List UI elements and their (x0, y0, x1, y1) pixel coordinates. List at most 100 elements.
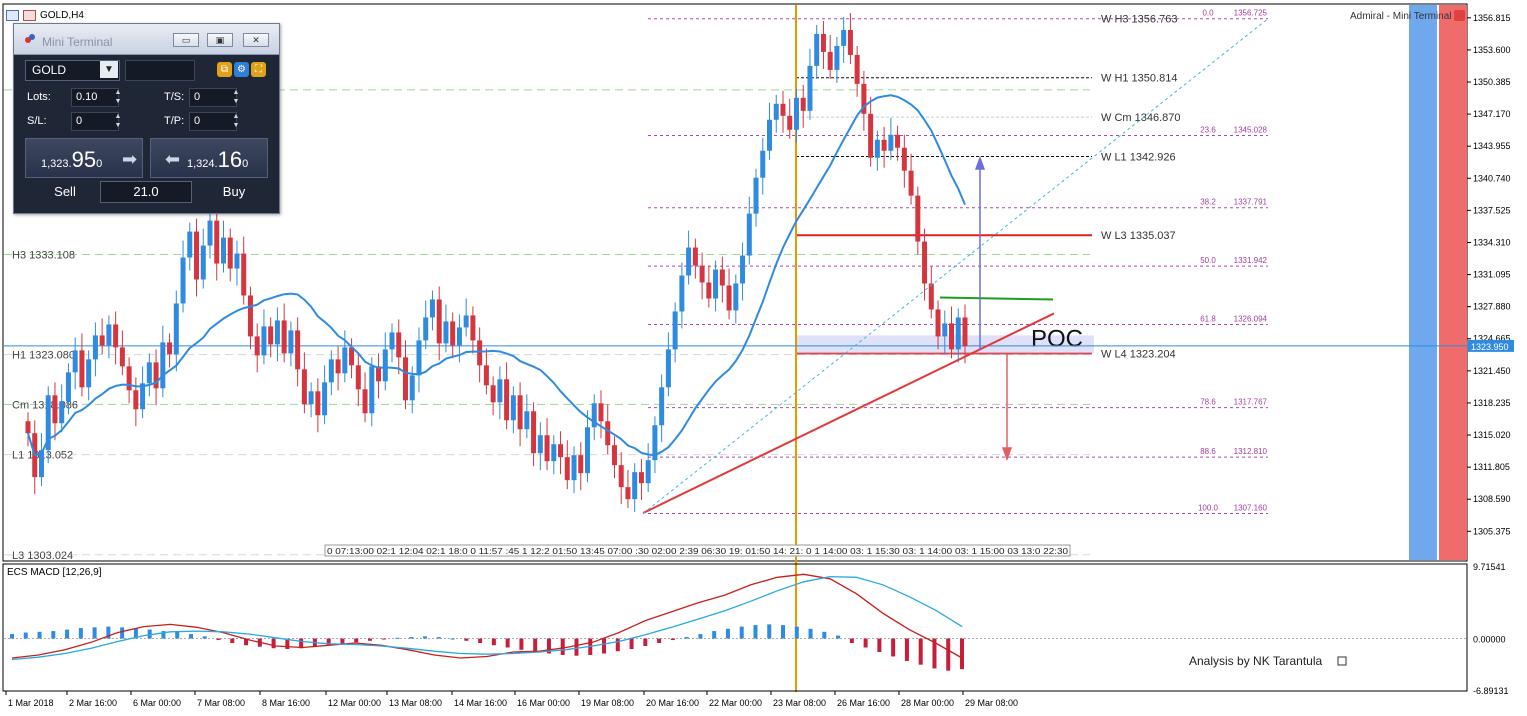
x-tick-label: 7 Mar 08:00 (197, 698, 245, 708)
close-button[interactable]: ✕ (243, 33, 269, 47)
tp-stepper[interactable]: ▲ ▼ (232, 113, 240, 129)
mini-terminal[interactable]: Mini Terminal ▭ ▣ ✕ GOLD ▼ ⧉ ⚙ ⛶ Lots: 0… (13, 23, 280, 214)
candle-body (362, 389, 368, 414)
candle-body (463, 315, 469, 328)
candle-body (52, 395, 58, 424)
candle-body (962, 317, 968, 347)
candle-body (847, 29, 853, 55)
candle-body (382, 349, 388, 382)
minimize-button[interactable]: ▭ (173, 33, 199, 47)
x-tick-label: 23 Mar 08:00 (773, 698, 826, 708)
candle-body (942, 323, 948, 337)
macd-histogram-bar (478, 638, 483, 644)
candle-body (342, 347, 348, 374)
weekly-level-label: W L3 1335.037 (1101, 230, 1176, 242)
gear-icon[interactable]: ⚙ (234, 62, 249, 77)
candle-body (295, 330, 301, 370)
macd-y-label: 9.71541 (1473, 562, 1506, 572)
fib-ratio: 50.0 (1200, 256, 1216, 265)
candle-body (524, 411, 530, 430)
candle-body (99, 335, 105, 346)
sell-price: 1,323.950 (41, 147, 103, 172)
macd-histogram-bar (946, 638, 951, 671)
candle-body (281, 320, 287, 354)
candle-body (140, 383, 146, 410)
macd-histogram-bar (560, 638, 565, 655)
fib-price: 1326.094 (1234, 314, 1268, 323)
expand-icon[interactable]: ⛶ (251, 62, 266, 77)
candle-body (402, 357, 408, 401)
candle-body (396, 332, 402, 358)
candle-body (611, 445, 617, 466)
macd-histogram-bar (877, 638, 882, 652)
candle-body (713, 269, 719, 299)
chart-window-icon[interactable] (6, 9, 19, 21)
sell-button[interactable]: Sell (54, 184, 76, 199)
macd-histogram-bar (794, 626, 799, 639)
candle-body (901, 147, 907, 171)
lots-input[interactable]: 0.10 (71, 88, 119, 107)
x-tick-label: 6 Mar 00:00 (133, 698, 181, 708)
candle-body (746, 213, 752, 256)
candle-body (551, 444, 557, 462)
fib-price: 1337.791 (1234, 198, 1268, 207)
y-tick-label: 1321.450 (1473, 366, 1511, 376)
macd-histogram-bar (230, 638, 235, 644)
copy-icon[interactable]: ⧉ (217, 62, 232, 77)
symbol-select[interactable]: GOLD (25, 60, 120, 81)
y-tick-label: 1356.815 (1473, 13, 1511, 23)
macd-histogram-bar (739, 626, 744, 639)
y-tick-label: 1311.805 (1473, 462, 1510, 472)
x-tick-label: 2 Mar 16:00 (69, 698, 117, 708)
sell-price-button[interactable]: 1,323.950 ➡ (25, 138, 143, 178)
candle-body (598, 403, 604, 422)
poc-label: POC (1031, 325, 1083, 352)
tp-input[interactable]: 0 (189, 112, 237, 131)
y-tick-label: 1353.600 (1473, 45, 1511, 55)
macd-histogram-bar (299, 638, 304, 649)
macd-histogram-bar (602, 638, 607, 654)
moving-average-line (27, 94, 966, 457)
chart-symbol-icon[interactable] (23, 9, 36, 21)
candle-body (409, 375, 415, 401)
macd-histogram-bar (753, 625, 758, 639)
fib-ratio: 78.6 (1200, 398, 1216, 407)
sl-input[interactable]: 0 (71, 112, 119, 131)
candle-body (820, 33, 826, 52)
lots-stepper[interactable]: ▲ ▼ (114, 89, 122, 105)
buy-price-button[interactable]: ⬅ 1,324.160 (150, 138, 268, 178)
macd-histogram-bar (326, 638, 331, 646)
weekly-level-label: W L4 1323.204 (1101, 348, 1176, 360)
macd-histogram-bar (133, 628, 138, 639)
candle-body (564, 457, 570, 481)
lots-label: Lots: (27, 91, 51, 103)
maximize-button[interactable]: ▣ (207, 33, 233, 47)
ts-stepper[interactable]: ▲ ▼ (232, 89, 240, 105)
candle-body (510, 395, 516, 421)
macd-histogram-bar (78, 628, 83, 639)
macd-histogram-bar (147, 629, 152, 639)
macd-histogram-bar (367, 638, 372, 641)
macd-histogram-bar (271, 638, 276, 649)
fib-ratio: 88.6 (1200, 447, 1216, 456)
arrow-right-icon: ➡ (122, 149, 138, 169)
chart-title-text: GOLD,H4 (40, 9, 84, 21)
buy-button[interactable]: Buy (222, 184, 246, 199)
macd-histogram-bar (849, 638, 854, 644)
x-tick-label: 29 Mar 08:00 (965, 698, 1018, 708)
signal-line (11, 575, 963, 661)
mini-terminal-titlebar[interactable]: Mini Terminal ▭ ▣ ✕ (14, 24, 279, 55)
macd-histogram-bar (615, 638, 620, 652)
candle-body (780, 103, 786, 116)
macd-histogram-bar (216, 638, 221, 641)
candle-body (349, 347, 355, 366)
candle-body (915, 195, 921, 242)
chevron-down-icon[interactable]: ▼ (100, 61, 118, 78)
sl-stepper[interactable]: ▲ ▼ (114, 113, 122, 129)
candle-body (625, 487, 631, 500)
y-tick-label: 1337.525 (1473, 205, 1511, 215)
candle-body (679, 275, 685, 312)
ts-input[interactable]: 0 (189, 88, 237, 107)
candle-body (214, 220, 220, 264)
